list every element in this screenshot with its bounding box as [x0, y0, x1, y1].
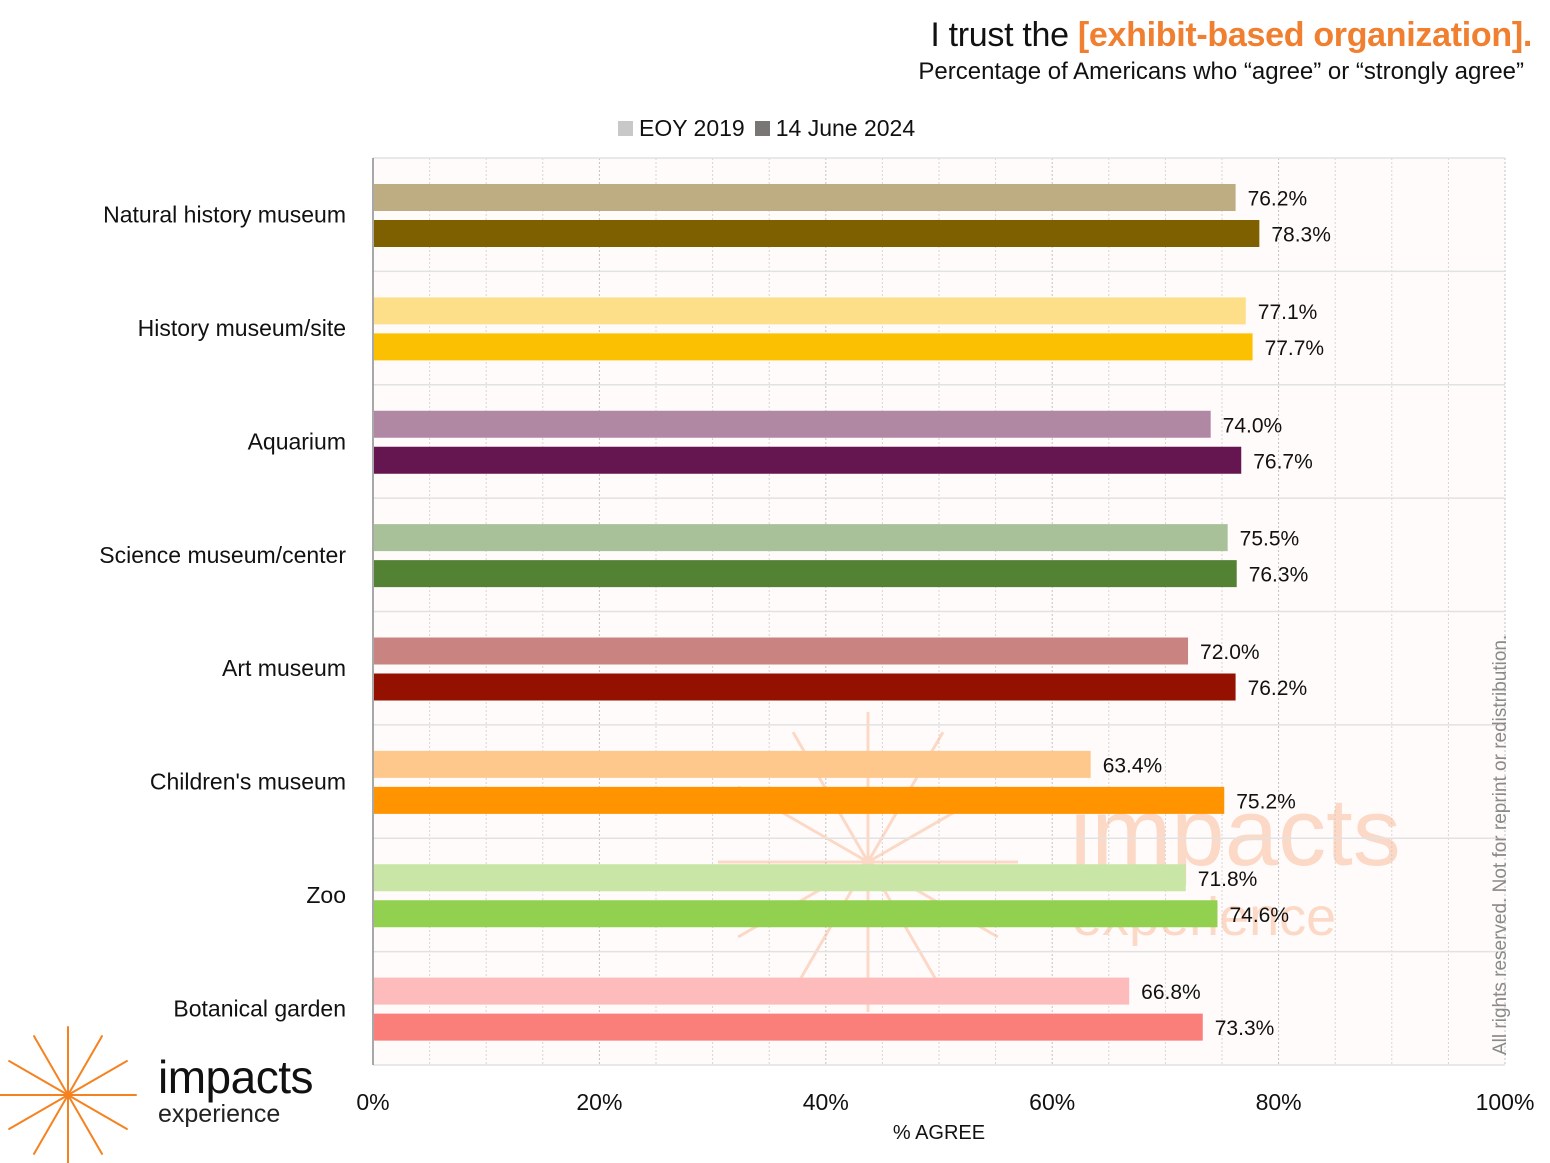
chart-title: I trust the [exhibit-based organization]… [930, 16, 1532, 55]
legend-swatch-2024 [754, 121, 770, 136]
logo-ray [67, 1094, 103, 1155]
data-label: 74.6% [1229, 904, 1289, 927]
x-tick-label: 20% [576, 1089, 622, 1115]
bar-eoy-2019 [374, 750, 1091, 778]
bar-june-2024 [374, 220, 1260, 247]
bar-june-2024 [374, 1013, 1203, 1041]
category-label: Zoo [306, 882, 346, 908]
category-label: History museum/site [138, 315, 346, 341]
data-label: 75.5% [1240, 528, 1300, 551]
bar-june-2024 [374, 446, 1242, 474]
logo-ray [8, 1094, 69, 1130]
logo-ray [33, 1035, 69, 1096]
data-label: 76.3% [1249, 564, 1309, 587]
bar-eoy-2019 [374, 977, 1130, 1005]
category-label: Botanical garden [173, 995, 346, 1021]
bar-june-2024 [374, 560, 1237, 588]
bar-june-2024 [374, 673, 1236, 701]
bar-eoy-2019 [374, 297, 1246, 325]
legend-label-2019: EOY 2019 [639, 115, 745, 141]
category-label: Children's museum [150, 769, 346, 795]
legend-item-2024: 14 June 2024 [754, 115, 916, 142]
bar-june-2024 [374, 900, 1218, 928]
legend-swatch-2019 [618, 121, 633, 136]
data-label: 76.7% [1253, 450, 1313, 473]
x-tick-label: 60% [1029, 1089, 1075, 1115]
legend: EOY 2019 14 June 2024 [618, 115, 919, 142]
title-prefix: I trust the [930, 16, 1078, 54]
x-tick-label: 0% [356, 1089, 389, 1115]
logo-center [65, 1092, 71, 1098]
logo-ray [67, 1035, 103, 1096]
chart-subtitle: Percentage of Americans who “agree” or “… [918, 58, 1524, 85]
data-label: 77.1% [1258, 301, 1318, 324]
logo-starburst-icon [0, 1026, 137, 1163]
x-axis-label: % AGREE [893, 1122, 985, 1144]
logo-wordmark: impacts [158, 1051, 313, 1103]
bar-eoy-2019 [374, 864, 1186, 892]
legend-label-2024: 14 June 2024 [775, 115, 916, 141]
bar-eoy-2019 [374, 524, 1228, 552]
data-label: 63.4% [1103, 754, 1163, 777]
logo-ray [67, 1094, 128, 1130]
category-label: Natural history museum [103, 202, 346, 228]
title-highlight: [exhibit-based organization]. [1077, 16, 1532, 54]
bar-eoy-2019 [374, 637, 1189, 665]
category-label: Science museum/center [99, 542, 346, 568]
data-label: 73.3% [1215, 1017, 1275, 1040]
x-tick-label: 40% [803, 1089, 849, 1115]
rights-notice: All rights reserved. Not for reprint or … [1490, 634, 1511, 1055]
data-label: 74.0% [1223, 414, 1283, 437]
logo-ray [8, 1060, 69, 1096]
data-label: 75.2% [1236, 790, 1296, 813]
bar-eoy-2019 [374, 184, 1236, 211]
x-tick-label: 80% [1256, 1089, 1302, 1115]
logo-ray [33, 1094, 69, 1155]
x-tick-label: 100% [1476, 1089, 1535, 1115]
legend-item-2019: EOY 2019 [618, 115, 745, 142]
category-label: Art museum [222, 655, 346, 681]
bar-june-2024 [374, 333, 1253, 361]
data-label: 71.8% [1198, 868, 1258, 891]
bar-eoy-2019 [374, 410, 1211, 438]
data-label: 66.8% [1141, 981, 1201, 1004]
logo-ray [67, 1060, 128, 1096]
logo-subtitle: experience [158, 1100, 281, 1128]
category-label: Aquarium [248, 428, 346, 454]
data-label: 77.7% [1265, 337, 1325, 360]
data-label: 76.2% [1248, 677, 1308, 700]
data-label: 76.2% [1248, 188, 1308, 211]
data-label: 78.3% [1271, 224, 1331, 247]
data-label: 72.0% [1200, 641, 1260, 664]
bar-june-2024 [374, 786, 1225, 814]
